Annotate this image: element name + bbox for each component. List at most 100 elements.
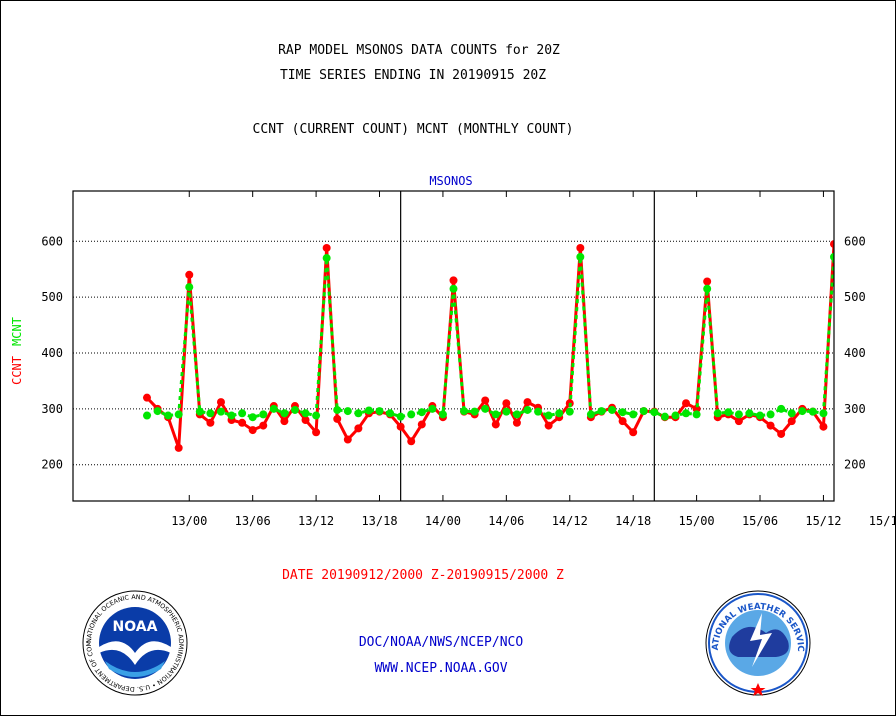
data-point-mcnt	[745, 409, 754, 418]
data-point-mcnt	[428, 404, 437, 413]
y-tick-label-left: 300	[41, 402, 63, 416]
data-point-mcnt	[290, 405, 299, 414]
data-point-ccnt	[502, 399, 511, 408]
data-point-ccnt	[216, 398, 225, 407]
data-point-mcnt	[713, 409, 722, 418]
data-point-mcnt	[555, 409, 564, 418]
series-line-ccnt	[145, 242, 834, 450]
data-point-ccnt	[893, 410, 895, 418]
data-point-ccnt	[333, 414, 342, 423]
x-tick-label: 15/18	[869, 514, 895, 528]
data-point-ccnt	[174, 443, 183, 452]
data-point-mcnt	[523, 405, 532, 414]
data-point-mcnt	[682, 409, 691, 418]
data-point-mcnt	[343, 407, 352, 416]
y-tick-label-right: 600	[844, 234, 866, 248]
data-point-mcnt	[396, 412, 405, 421]
y-tick-label-right: 200	[844, 458, 866, 472]
data-point-mcnt	[195, 407, 204, 416]
data-point-ccnt	[312, 428, 321, 437]
axis-layer: 200 200 300 300 400 400 500 500 600 600 13/00 13/06…	[41, 190, 896, 528]
data-point-mcnt	[544, 411, 553, 420]
y-tick-label-right: 300	[844, 402, 866, 416]
x-tick-label: 14/06	[488, 514, 524, 528]
data-point-mcnt	[808, 407, 817, 416]
data-point-mcnt	[185, 283, 194, 292]
data-point-mcnt	[893, 408, 895, 416]
data-point-ccnt	[734, 417, 743, 426]
data-point-ccnt	[301, 416, 310, 425]
data-point-mcnt	[375, 407, 384, 416]
data-point-mcnt	[724, 408, 733, 417]
data-point-ccnt	[819, 422, 828, 431]
data-point-ccnt	[576, 243, 585, 252]
x-tick-label: 14/00	[425, 514, 461, 528]
data-point-ccnt	[206, 418, 215, 427]
data-point-mcnt	[692, 410, 701, 419]
x-tick-label: 13/06	[235, 514, 271, 528]
data-point-mcnt	[671, 411, 680, 420]
data-point-mcnt	[301, 409, 310, 418]
data-point-ccnt	[280, 417, 289, 426]
data-point-ccnt	[185, 270, 194, 279]
y-tick-label-left: 400	[41, 346, 63, 360]
data-point-ccnt	[787, 417, 796, 426]
data-point-ccnt	[142, 393, 151, 402]
org-text: DOC/NOAA/NWS/NCEP/NCO	[359, 635, 524, 650]
data-point-mcnt	[153, 407, 162, 416]
data-point-mcnt	[830, 252, 834, 261]
chart-title: MSONOS	[429, 174, 472, 188]
x-tick-label: 13/12	[298, 514, 334, 528]
data-point-mcnt	[586, 410, 595, 419]
data-point-ccnt	[417, 420, 426, 429]
data-point-mcnt	[872, 407, 880, 415]
plot-border	[72, 190, 835, 502]
y-axis-label-ccnt: CCNT	[10, 356, 24, 385]
data-point-mcnt	[280, 409, 289, 418]
data-point-ccnt	[703, 277, 712, 286]
data-point-mcnt	[766, 410, 775, 419]
data-point-ccnt	[682, 399, 691, 408]
data-point-mcnt	[238, 409, 247, 418]
data-point-mcnt	[565, 407, 574, 416]
data-point-mcnt	[576, 252, 585, 261]
data-point-ccnt	[872, 422, 880, 430]
data-point-mcnt	[164, 411, 173, 420]
data-point-mcnt	[883, 408, 891, 416]
data-point-ccnt	[629, 428, 638, 437]
data-point-ccnt	[343, 435, 352, 444]
data-point-mcnt	[703, 284, 712, 293]
data-point-ccnt	[238, 418, 247, 427]
title-line-2: TIME SERIES ENDING IN 20190915 20Z	[280, 68, 546, 83]
data-point-mcnt	[206, 409, 215, 418]
data-point-mcnt	[364, 406, 373, 415]
data-point-mcnt	[597, 407, 606, 416]
data-point-mcnt	[470, 407, 479, 416]
data-point-mcnt	[386, 409, 395, 418]
data-point-ccnt	[248, 426, 257, 435]
data-point-mcnt	[512, 410, 521, 419]
data-point-mcnt	[322, 254, 331, 263]
data-point-mcnt	[449, 284, 458, 293]
data-point-ccnt	[544, 421, 553, 430]
data-point-mcnt	[650, 408, 659, 417]
y-tick-label-right: 400	[844, 346, 866, 360]
x-tick-label: 13/18	[361, 514, 397, 528]
data-point-mcnt	[660, 412, 669, 421]
data-point-ccnt	[766, 421, 775, 430]
noaa-wordmark: NOAA	[113, 619, 158, 635]
series-layer	[142, 240, 895, 452]
data-point-mcnt	[481, 404, 490, 413]
data-point-mcnt	[312, 411, 321, 420]
data-point-ccnt	[512, 418, 521, 427]
nws-logo: NATIONAL WEATHER SERVICE	[705, 590, 811, 696]
title-line-1: RAP MODEL MSONOS DATA COUNTS for 20Z	[278, 43, 560, 58]
data-point-ccnt	[322, 243, 331, 252]
data-point-mcnt	[756, 411, 765, 420]
data-point-ccnt	[618, 417, 627, 426]
data-point-ccnt	[354, 424, 363, 433]
data-point-ccnt	[883, 419, 891, 427]
data-point-mcnt	[216, 407, 225, 416]
